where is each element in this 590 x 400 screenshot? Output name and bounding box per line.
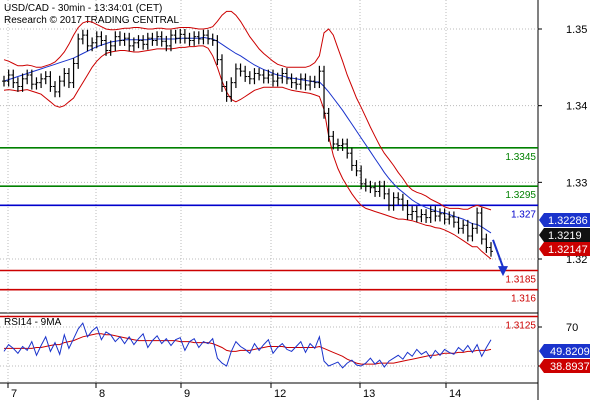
price-tag-1.32147: 1.32147: [548, 244, 588, 256]
chart-copyright: Research © 2017 TRADING CENTRAL: [4, 15, 180, 26]
x-tick-label-13: 13: [363, 388, 375, 400]
y-tick-label-1.35: 1.35: [566, 24, 587, 36]
rsi-title: RSI14 - 9MA: [4, 317, 62, 328]
price-panel: 1.3345 1.3295 1.327 1.3185 1.316 1.3125: [0, 10, 538, 332]
level-label-1.3125: 1.3125: [505, 321, 536, 332]
chart-symbol-title: USD/CAD - 30min - 13:34:01 (CET): [4, 3, 163, 14]
rsi-tag-bg: [539, 344, 590, 358]
y-tick-label-1.34: 1.34: [566, 101, 587, 113]
axes-layer: 7 8 9 12 13 14 1.35 1.34 1.33 1.32 1.32286 1.3219 1.…: [7, 24, 590, 400]
rsi-tick-label-70: 70: [566, 322, 578, 334]
y-tick-label-1.32: 1.32: [566, 254, 587, 266]
price-tag-bg: [539, 213, 590, 227]
level-label-1.327: 1.327: [511, 209, 536, 220]
rsi-tag-38.8937: 38.8937: [550, 361, 590, 373]
price-bars: [2, 29, 493, 257]
level-label-1.3185: 1.3185: [505, 275, 536, 286]
rsi-tag-49.8209: 49.8209: [550, 346, 590, 358]
x-tick-label-14: 14: [449, 388, 461, 400]
y-tick-label-1.33: 1.33: [566, 177, 587, 189]
bollinger-upper-line: [3, 10, 492, 211]
moving-average-line: [3, 36, 492, 234]
price-tag-1.3219: 1.3219: [548, 230, 582, 242]
bollinger-lower-line: [3, 45, 492, 260]
rsi-tag-bg: [539, 359, 590, 373]
price-tag-bg: [539, 242, 590, 256]
x-tick-label-12: 12: [274, 388, 286, 400]
rsi-ma-line: [4, 333, 492, 365]
x-tick-label-7: 7: [11, 388, 17, 400]
forecast-arrow-head: [498, 266, 508, 277]
price-tag-bg: [539, 228, 590, 242]
x-tick-label-8: 8: [99, 388, 105, 400]
rsi-line: [3, 322, 492, 369]
level-label-1.3345: 1.3345: [505, 152, 536, 163]
x-tick-label-9: 9: [184, 388, 190, 400]
forecast-arrow-line: [492, 239, 504, 268]
price-tag-1.32286: 1.32286: [548, 215, 588, 227]
level-label-1.3295: 1.3295: [505, 190, 536, 201]
rsi-panel: RSI14 - 9MA: [3, 317, 492, 369]
grid-layer: [0, 0, 539, 400]
level-label-1.316: 1.316: [511, 294, 536, 305]
